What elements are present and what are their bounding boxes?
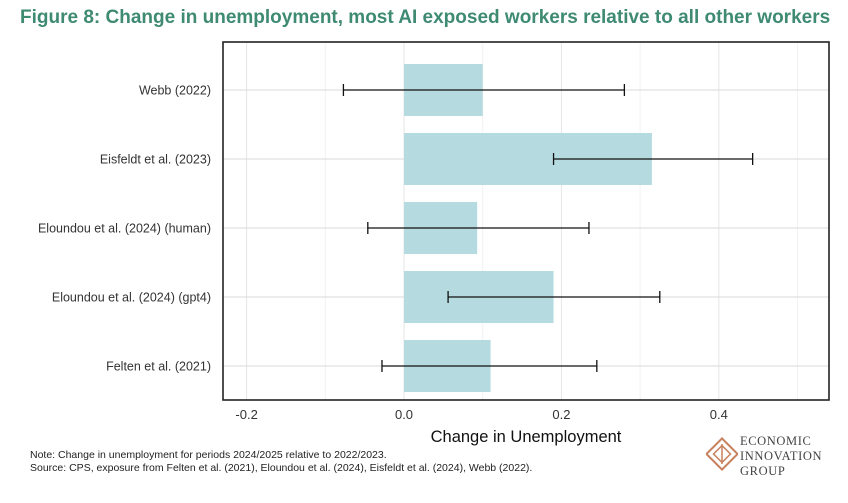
category-label: Eloundou et al. (2024) (gpt4) <box>52 291 211 305</box>
category-label: Webb (2022) <box>139 84 211 98</box>
chart-source: Source: CPS, exposure from Felten et al.… <box>30 462 533 474</box>
logo-line-2: INNOVATION <box>740 449 823 463</box>
x-tick-label: 0.2 <box>552 407 570 422</box>
logo-line-3: GROUP <box>740 464 786 478</box>
category-label: Felten et al. (2021) <box>106 360 211 374</box>
x-tick-label: 0.0 <box>395 407 413 422</box>
x-tick-label: 0.4 <box>710 407 728 422</box>
chart-note: Note: Change in unemployment for periods… <box>30 449 387 461</box>
diamond-logo-icon <box>706 437 738 471</box>
x-tick-label: -0.2 <box>235 407 257 422</box>
eig-logo: ECONOMIC INNOVATION GROUP <box>706 434 846 480</box>
category-label: Eisfeldt et al. (2023) <box>100 153 211 167</box>
grid-layer <box>223 42 829 400</box>
category-label: Eloundou et al. (2024) (human) <box>38 222 211 236</box>
label-layer: -0.2 0.0 0.2 0.4 Webb (2022) Eisfeldt et al. … <box>38 84 728 423</box>
x-axis-title: Change in Unemployment <box>431 428 622 446</box>
plot-frame <box>222 41 830 401</box>
errorbar-layer <box>342 84 754 372</box>
logo-line-1: ECONOMIC <box>740 434 812 448</box>
chart-title: Figure 8: Change in unemployment, most A… <box>20 7 831 28</box>
